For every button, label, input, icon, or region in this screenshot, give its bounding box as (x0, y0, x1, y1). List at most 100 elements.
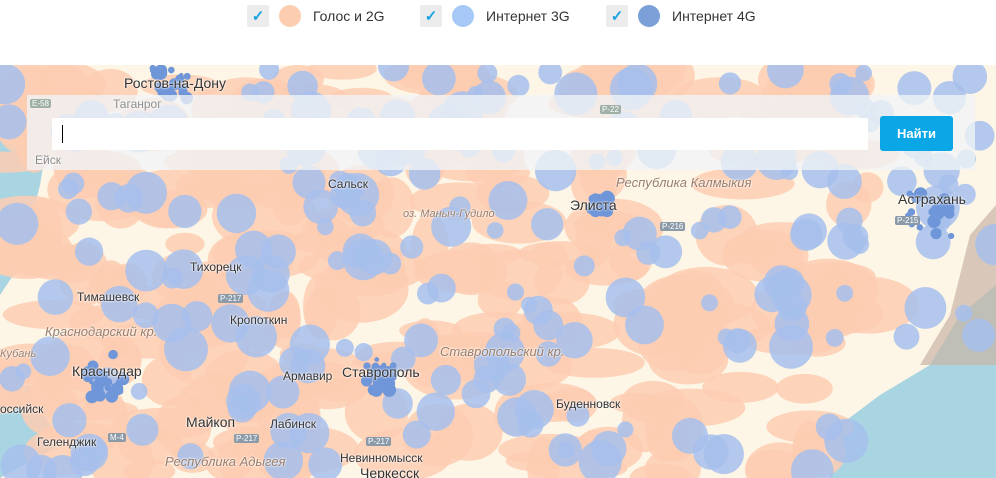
road-sign-p217: P-217 (218, 294, 244, 303)
label-yeysk: Ейск (35, 153, 61, 167)
label-taganrog: Таганрог (113, 97, 162, 111)
coverage-3g-area (566, 403, 590, 427)
label-tikhoretsk: Тихорецк (190, 260, 242, 274)
coverage-4g-area (910, 192, 922, 204)
coverage-4g-area (377, 371, 386, 380)
coverage-3g-area (400, 235, 424, 259)
coverage-4g-area (906, 190, 914, 198)
coverage-3g-area (377, 65, 409, 82)
coverage-4g-area (381, 379, 392, 390)
coverage-3g-area (904, 287, 947, 329)
coverage-3g-area (422, 65, 456, 96)
coverage-2g-area (776, 373, 833, 404)
coverage-4g-area (368, 386, 374, 392)
label-labinsk: Лабинск (270, 417, 317, 431)
coverage-3g-area (975, 223, 996, 266)
label-armavir: Армавир (283, 369, 333, 383)
coverage-3g-area (829, 72, 852, 96)
coverage-3g-area (605, 277, 646, 318)
coverage-4g-area (597, 195, 606, 204)
checkbox-3g[interactable]: ✓ (420, 5, 442, 27)
coverage-3g-area (308, 447, 343, 478)
coverage-4g-area (382, 365, 394, 377)
coverage-2g-area (702, 371, 779, 403)
coverage-2g-area (576, 207, 612, 268)
coverage-4g-area (930, 228, 942, 240)
coverage-4g-area (118, 371, 127, 380)
coverage-3g-area (461, 379, 491, 409)
coverage-3g-area (235, 316, 278, 358)
color-swatch-2g (279, 5, 301, 27)
label-kropotkin: Кропоткин (230, 313, 288, 327)
coverage-4g-area (183, 72, 191, 80)
coverage-3g-area (506, 283, 525, 301)
coverage-2g-area (165, 232, 205, 256)
road-sign-p22: P-22 (600, 105, 621, 114)
label-salsk: Сальск (328, 177, 368, 191)
search-panel: Найти (27, 95, 975, 170)
coverage-2g-area (308, 65, 377, 80)
road-sign-p215: P-215 (895, 216, 921, 225)
coverage-3g-area (836, 284, 854, 302)
coverage-3g-area (649, 235, 683, 269)
coverage-3g-area (573, 255, 595, 277)
coverage-3g-area (952, 65, 988, 94)
coverage-3g-area (181, 301, 213, 332)
legend-item-2g[interactable]: ✓ Голос и 2G (247, 3, 385, 29)
coverage-3g-area (227, 394, 257, 423)
road-sign-m4: M-4 (108, 433, 126, 442)
coverage-3g-area (354, 343, 373, 362)
coverage-3g-area (625, 305, 664, 345)
label-manych: оз. Маныч-Гудило (403, 208, 495, 220)
coverage-3g-area (70, 433, 109, 472)
coverage-3g-area (477, 65, 498, 84)
road-sign-e58: E-58 (30, 99, 51, 108)
checkbox-2g[interactable]: ✓ (247, 5, 269, 27)
coverage-3g-area (270, 412, 307, 450)
coverage-3g-area (152, 303, 192, 343)
label-krasnodar: Краснодар (72, 363, 142, 379)
label-timashevsk: Тимашевск (77, 290, 140, 304)
coverage-3g-area (763, 265, 800, 301)
label-novorossiysk: оссийск (0, 402, 44, 416)
coverage-3g-area (718, 205, 742, 229)
label-nevinnomyssk: Невинномысск (340, 451, 423, 465)
coverage-4g-area (936, 211, 944, 220)
legend-item-4g[interactable]: ✓ Интернет 4G (606, 3, 756, 29)
label-stavropol: Ставрополь (342, 364, 420, 380)
label-kuban: Кубань (0, 348, 37, 360)
coverage-3g-area (125, 249, 168, 292)
coverage-3g-area (290, 349, 326, 384)
coverage-4g-area (153, 66, 168, 80)
search-input[interactable] (52, 118, 868, 150)
coverage-3g-area (65, 198, 92, 225)
legend-item-3g[interactable]: ✓ Интернет 3G (420, 3, 570, 29)
coverage-3g-area (52, 403, 87, 438)
coverage-3g-area (538, 65, 563, 85)
coverage-3g-area (531, 208, 564, 241)
coverage-4g-area (926, 196, 935, 204)
label-elista: Элиста (570, 197, 617, 213)
coverage-3g-area (488, 181, 528, 220)
search-button[interactable]: Найти (880, 116, 953, 151)
coverage-4g-area (916, 224, 924, 231)
coverage-4g-area (175, 74, 185, 84)
coverage-3g-area (557, 441, 575, 459)
coverage-map[interactable]: Ростов-на-Дону Таганрог Ейск Сальск оз. … (0, 65, 996, 478)
coverage-3g-area (517, 411, 544, 438)
coverage-3g-area (722, 328, 757, 363)
coverage-3g-area (416, 282, 439, 305)
coverage-3g-area (507, 74, 530, 97)
coverage-4g-area (378, 364, 385, 371)
coverage-3g-area (404, 323, 439, 358)
coverage-3g-area (114, 183, 144, 213)
label-maykop: Майкоп (186, 414, 236, 430)
coverage-4g-area (363, 362, 371, 370)
coverage-3g-area (791, 213, 827, 250)
coverage-3g-area (37, 279, 74, 315)
coverage-3g-area (954, 183, 976, 205)
coverage-3g-area (767, 65, 804, 89)
coverage-3g-area (523, 295, 553, 325)
checkbox-4g[interactable]: ✓ (606, 5, 628, 27)
coverage-3g-area (824, 418, 869, 463)
